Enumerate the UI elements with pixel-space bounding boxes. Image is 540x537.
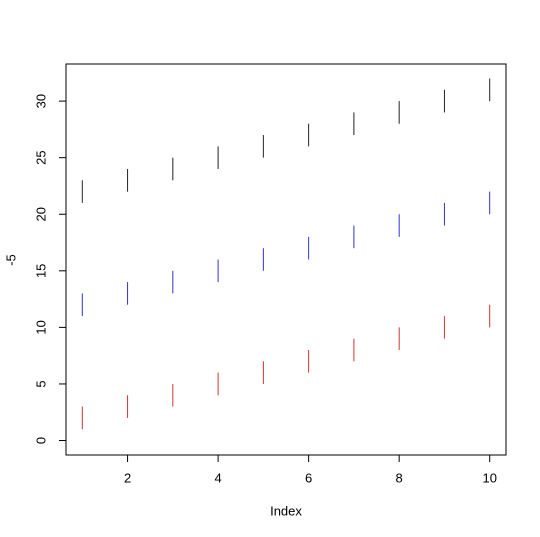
x-tick-label: 2 bbox=[124, 470, 131, 485]
y-tick-label: 20 bbox=[33, 207, 48, 221]
x-tick-label: 6 bbox=[305, 470, 312, 485]
y-tick-label: 30 bbox=[33, 94, 48, 108]
y-tick-label: 5 bbox=[33, 380, 48, 387]
x-tick-label: 4 bbox=[214, 470, 221, 485]
x-tick-label: 8 bbox=[396, 470, 403, 485]
y-tick-label: 0 bbox=[33, 437, 48, 444]
y-tick-label: 15 bbox=[33, 264, 48, 278]
x-tick-label: 10 bbox=[482, 470, 496, 485]
y-tick-label: 25 bbox=[33, 150, 48, 164]
y-axis-label: -5 bbox=[3, 254, 18, 266]
x-axis-label: Index bbox=[270, 503, 302, 518]
plot-box bbox=[65, 63, 507, 456]
y-tick-label: 10 bbox=[33, 320, 48, 334]
